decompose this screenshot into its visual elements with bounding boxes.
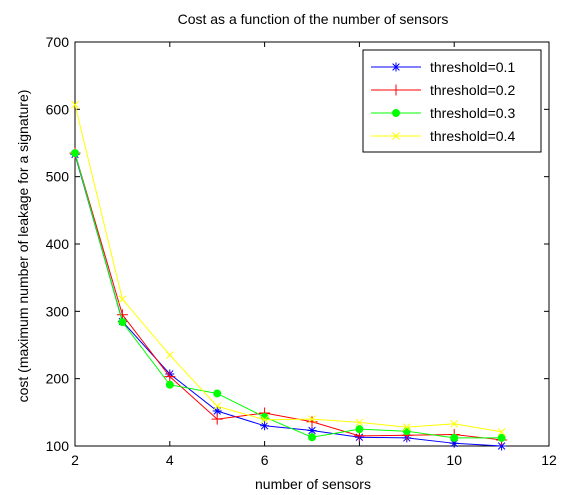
series-line	[74, 154, 502, 447]
data-point	[450, 433, 459, 442]
data-point	[71, 100, 79, 109]
y-tick-label: 500	[46, 169, 70, 185]
legend-entry: threshold=0.4	[371, 128, 515, 144]
x-tick-label: 12	[541, 452, 557, 468]
chart-title: Cost as a function of the number of sens…	[178, 11, 449, 27]
data-point	[212, 406, 222, 416]
y-tick-label: 600	[46, 101, 70, 117]
y-tick-label: 300	[46, 303, 70, 319]
legend-label: threshold=0.3	[430, 105, 515, 121]
data-point	[213, 402, 222, 411]
data-point	[392, 109, 400, 117]
data-point	[391, 62, 401, 72]
legend-label: threshold=0.4	[430, 128, 515, 144]
series-threshold-0-3	[71, 149, 506, 442]
data-point	[497, 433, 506, 442]
y-tick-label: 100	[46, 438, 70, 454]
legend-entry: threshold=0.3	[371, 105, 515, 121]
data-point	[307, 426, 317, 436]
data-point	[308, 433, 316, 442]
x-tick-label: 4	[166, 452, 174, 468]
x-tick-label: 2	[71, 452, 79, 468]
data-point	[355, 425, 364, 434]
series-line	[74, 152, 502, 439]
data-point	[165, 380, 174, 389]
x-tick-label: 8	[356, 452, 364, 468]
data-point	[402, 427, 411, 436]
data-point	[306, 416, 318, 428]
data-point	[390, 84, 402, 96]
legend-label: threshold=0.1	[430, 59, 515, 75]
data-point	[497, 428, 506, 436]
series-layer	[69, 100, 508, 451]
data-point	[497, 441, 507, 451]
data-point	[355, 418, 364, 427]
legend-entry: threshold=0.1	[371, 59, 515, 75]
data-point	[402, 423, 411, 432]
series-threshold-0-4	[71, 100, 506, 436]
data-point	[449, 438, 459, 448]
legend-entry: threshold=0.2	[371, 82, 515, 98]
data-point	[260, 415, 269, 424]
y-tick-label: 700	[46, 34, 70, 50]
data-point	[211, 413, 223, 425]
data-point	[308, 415, 316, 423]
x-tick-label: 10	[446, 452, 462, 468]
data-point	[450, 419, 459, 428]
data-point	[213, 389, 222, 398]
data-point	[118, 295, 127, 304]
axis-ticks: 2 4 6 8 10 12 100 200 300 400 500 600 700	[46, 34, 557, 468]
data-point	[164, 371, 176, 383]
legend: threshold=0.1 threshold=0.2 threshold=0.3 t…	[362, 49, 542, 153]
y-axis-label: cost (maximum number of leakage for a si…	[15, 90, 31, 403]
x-tick-label: 6	[261, 452, 269, 468]
data-point	[118, 318, 127, 327]
data-point	[260, 421, 270, 431]
y-tick-label: 200	[46, 371, 70, 387]
x-axis-label: number of sensors	[255, 476, 371, 492]
series-line	[74, 104, 502, 433]
y-tick-label: 400	[46, 236, 70, 252]
data-point	[165, 351, 174, 359]
data-point	[71, 149, 79, 158]
data-point	[392, 132, 400, 140]
legend-label: threshold=0.2	[430, 82, 515, 98]
